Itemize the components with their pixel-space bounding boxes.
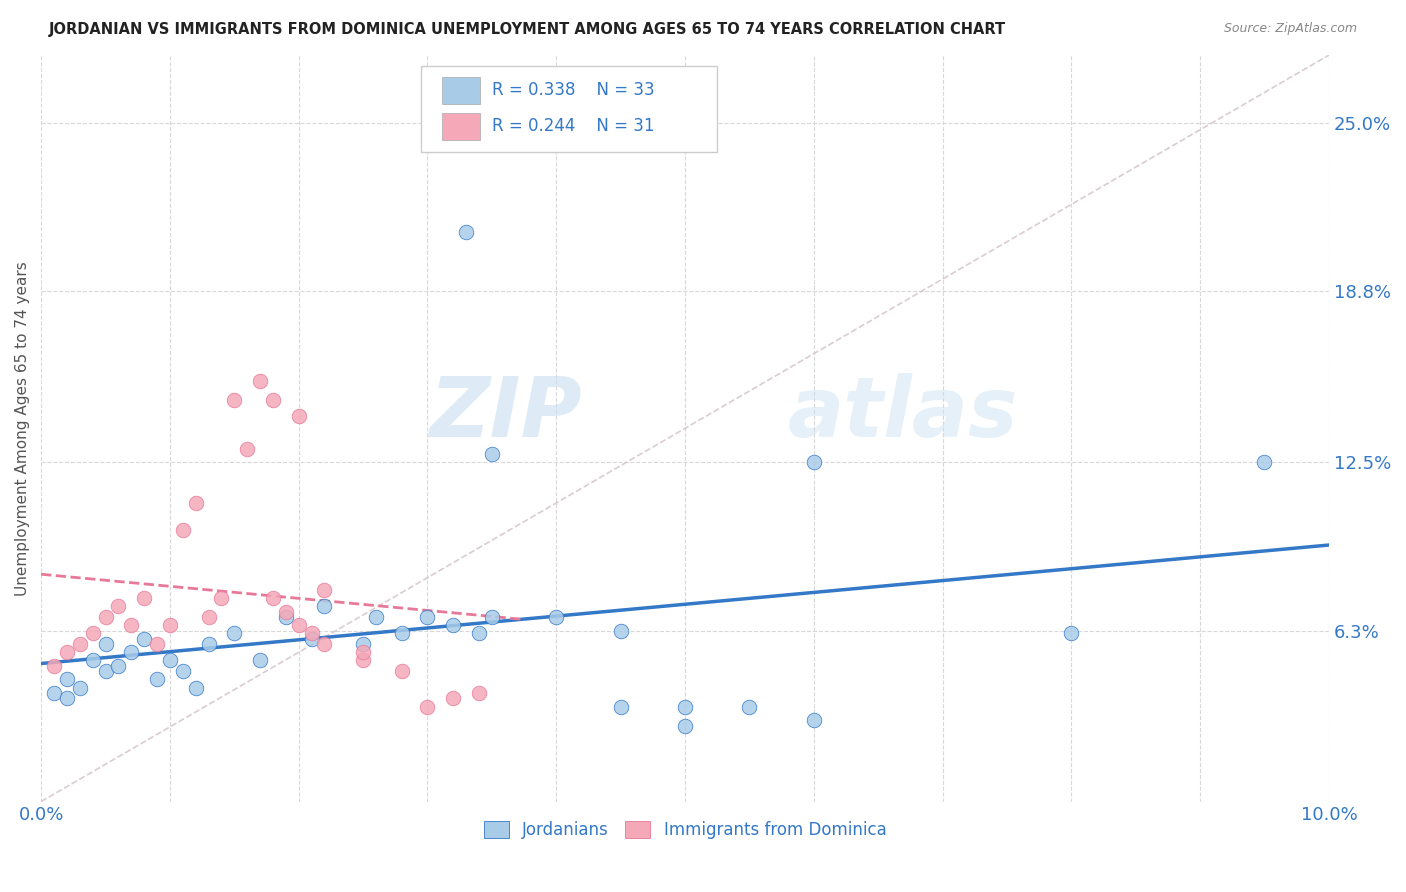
Point [301,632,323,646]
Point [94,637,117,651]
Point [69,681,91,695]
Text: Source: ZipAtlas.com: Source: ZipAtlas.com [1223,22,1357,36]
Point [673,718,696,732]
Point [352,653,374,667]
Point [120,645,142,659]
Point [146,673,169,687]
Point [42,658,65,673]
Point [56,673,79,687]
Point [107,599,129,614]
Point [69,637,91,651]
Point [82,626,104,640]
Point [249,653,271,667]
Point [56,645,79,659]
FancyBboxPatch shape [441,77,481,104]
Point [236,442,259,456]
Point [352,645,374,659]
Point [134,591,156,605]
Point [184,681,207,695]
Point [673,699,696,714]
Point [107,658,129,673]
Point [287,409,309,424]
Y-axis label: Unemployment Among Ages 65 to 74 years: Unemployment Among Ages 65 to 74 years [15,261,30,596]
Point [287,618,309,632]
Point [197,637,219,651]
Text: ZIP: ZIP [429,373,582,454]
Point [481,610,503,624]
Point [468,626,491,640]
Point [301,626,323,640]
Point [56,691,79,706]
Point [364,610,387,624]
Point [274,610,297,624]
Point [441,618,464,632]
Point [391,626,413,640]
Point [209,591,232,605]
Point [94,665,117,679]
Point [42,686,65,700]
Point [738,699,761,714]
Point [468,686,491,700]
Point [120,618,142,632]
Point [352,637,374,651]
FancyBboxPatch shape [441,112,481,140]
Point [314,637,336,651]
Point [609,624,631,638]
Point [134,632,156,646]
Text: atlas: atlas [787,373,1019,454]
Point [197,610,219,624]
Point [441,691,464,706]
Point [184,496,207,510]
Point [1253,455,1275,469]
Point [391,665,413,679]
Point [416,699,439,714]
Point [1060,626,1083,640]
Text: R = 0.338    N = 33: R = 0.338 N = 33 [492,81,654,99]
Text: R = 0.244    N = 31: R = 0.244 N = 31 [492,117,654,135]
Point [159,653,181,667]
FancyBboxPatch shape [420,66,717,153]
Point [159,618,181,632]
Legend: Jordanians, Immigrants from Dominica: Jordanians, Immigrants from Dominica [477,814,893,846]
Point [172,665,194,679]
Point [803,713,825,727]
Point [224,392,246,407]
Point [172,523,194,537]
Point [224,626,246,640]
Point [314,582,336,597]
Point [146,637,169,651]
Point [82,653,104,667]
Point [454,225,477,239]
Point [481,447,503,461]
Point [94,610,117,624]
Point [274,605,297,619]
Point [262,392,284,407]
Text: JORDANIAN VS IMMIGRANTS FROM DOMINICA UNEMPLOYMENT AMONG AGES 65 TO 74 YEARS COR: JORDANIAN VS IMMIGRANTS FROM DOMINICA UN… [49,22,1007,37]
Point [314,599,336,614]
Point [249,374,271,388]
Point [262,591,284,605]
Point [546,610,568,624]
Point [609,699,631,714]
Point [416,610,439,624]
Point [803,455,825,469]
